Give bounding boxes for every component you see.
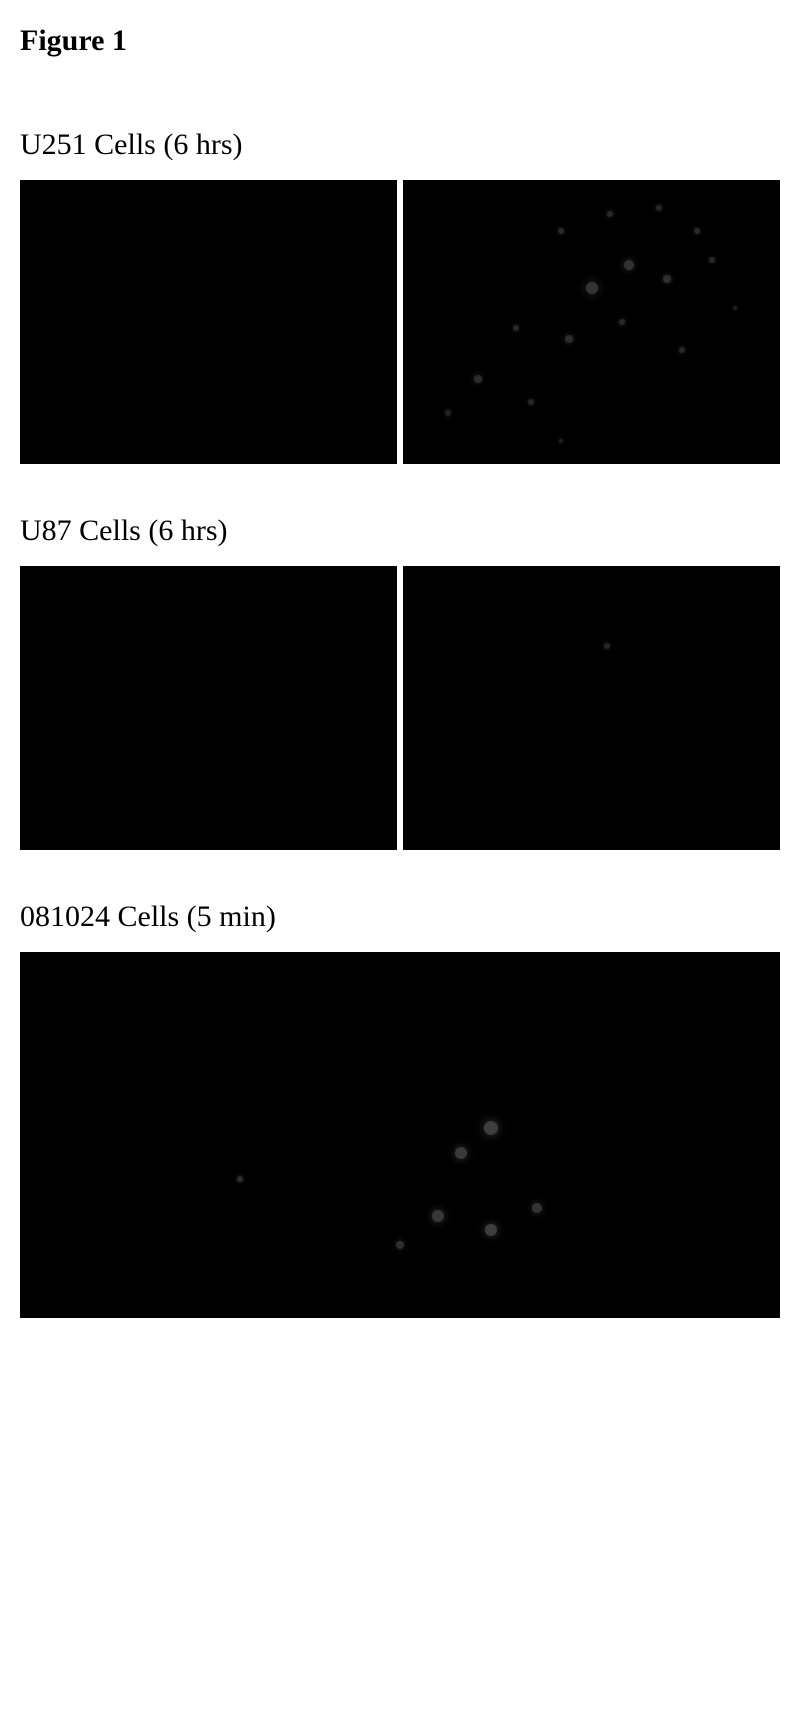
cell-spot	[558, 228, 564, 234]
cell-spot	[532, 1203, 542, 1213]
micrograph-u87-left	[20, 566, 397, 850]
cell-spot	[396, 1241, 404, 1249]
cell-spot	[733, 306, 737, 310]
cell-spot	[607, 211, 613, 217]
figure-panels: U251 Cells (6 hrs) U87 Cells (6 hrs) 08102…	[20, 128, 780, 1318]
cell-spot	[445, 410, 451, 416]
panel-block: U251 Cells (6 hrs)	[20, 128, 780, 464]
cell-spot	[586, 282, 598, 294]
micrograph-u251-right	[403, 180, 780, 464]
cell-spot	[604, 643, 610, 649]
panel-image-wrap	[20, 952, 780, 1318]
cell-spot	[528, 399, 534, 405]
cell-spot	[663, 275, 671, 283]
panel-title: U251 Cells (6 hrs)	[20, 128, 780, 162]
cell-spot	[565, 335, 573, 343]
panel-title: U87 Cells (6 hrs)	[20, 514, 780, 548]
micrograph-u251-left	[20, 180, 397, 464]
panel-image-wrap	[20, 180, 780, 464]
panel-image-wrap	[20, 566, 780, 850]
cell-spot	[484, 1121, 498, 1135]
micrograph-081024-single	[20, 952, 780, 1318]
cell-spot	[709, 257, 715, 263]
panel-block: U87 Cells (6 hrs)	[20, 514, 780, 850]
cell-spot	[237, 1176, 243, 1182]
cell-spot	[619, 319, 625, 325]
panel-block: 081024 Cells (5 min)	[20, 900, 780, 1318]
cell-spot	[624, 260, 634, 270]
figure-title: Figure 1	[20, 24, 780, 58]
cell-spot	[559, 439, 563, 443]
cell-spot	[455, 1147, 467, 1159]
cell-spot	[656, 205, 662, 211]
cell-spot	[474, 375, 482, 383]
cell-spot	[513, 325, 519, 331]
panel-title: 081024 Cells (5 min)	[20, 900, 780, 934]
cell-spot	[485, 1224, 497, 1236]
micrograph-u87-right	[403, 566, 780, 850]
cell-spot	[432, 1210, 444, 1222]
cell-spot	[694, 228, 700, 234]
cell-spot	[679, 347, 685, 353]
